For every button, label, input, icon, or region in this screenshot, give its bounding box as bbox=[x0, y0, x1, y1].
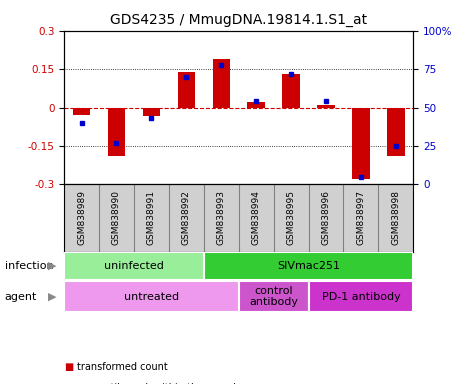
Text: ▶: ▶ bbox=[48, 291, 57, 302]
Bar bbox=[282, 74, 300, 108]
Text: SIVmac251: SIVmac251 bbox=[277, 261, 340, 271]
Bar bbox=[317, 105, 335, 108]
Text: untreated: untreated bbox=[124, 291, 179, 302]
Bar bbox=[204, 252, 413, 280]
Text: GSM838998: GSM838998 bbox=[391, 190, 400, 245]
Bar bbox=[238, 281, 309, 312]
Bar bbox=[178, 72, 195, 108]
Text: GSM838995: GSM838995 bbox=[286, 190, 295, 245]
Text: GSM838991: GSM838991 bbox=[147, 190, 156, 245]
Text: ▶: ▶ bbox=[48, 261, 57, 271]
Bar bbox=[73, 108, 90, 115]
Text: ■: ■ bbox=[64, 362, 73, 372]
Text: GSM838994: GSM838994 bbox=[252, 190, 261, 245]
Text: GSM838989: GSM838989 bbox=[77, 190, 86, 245]
Bar bbox=[309, 281, 413, 312]
Text: transformed count: transformed count bbox=[77, 362, 168, 372]
Bar bbox=[212, 59, 230, 108]
Text: agent: agent bbox=[5, 291, 37, 302]
Text: uninfected: uninfected bbox=[104, 261, 164, 271]
Text: GSM838997: GSM838997 bbox=[356, 190, 365, 245]
Bar bbox=[108, 108, 125, 156]
Text: ■: ■ bbox=[64, 383, 73, 384]
Text: GSM838993: GSM838993 bbox=[217, 190, 226, 245]
Bar bbox=[142, 108, 160, 116]
Title: GDS4235 / MmugDNA.19814.1.S1_at: GDS4235 / MmugDNA.19814.1.S1_at bbox=[110, 13, 367, 27]
Text: GSM838992: GSM838992 bbox=[182, 190, 191, 245]
Text: PD-1 antibody: PD-1 antibody bbox=[322, 291, 400, 302]
Bar bbox=[352, 108, 370, 179]
Bar bbox=[387, 108, 405, 156]
Text: control
antibody: control antibody bbox=[249, 286, 298, 308]
Text: percentile rank within the sample: percentile rank within the sample bbox=[77, 383, 242, 384]
Bar bbox=[64, 252, 204, 280]
Bar bbox=[64, 281, 238, 312]
Text: GSM838990: GSM838990 bbox=[112, 190, 121, 245]
Bar bbox=[247, 103, 265, 108]
Text: infection: infection bbox=[5, 261, 53, 271]
Text: GSM838996: GSM838996 bbox=[322, 190, 331, 245]
